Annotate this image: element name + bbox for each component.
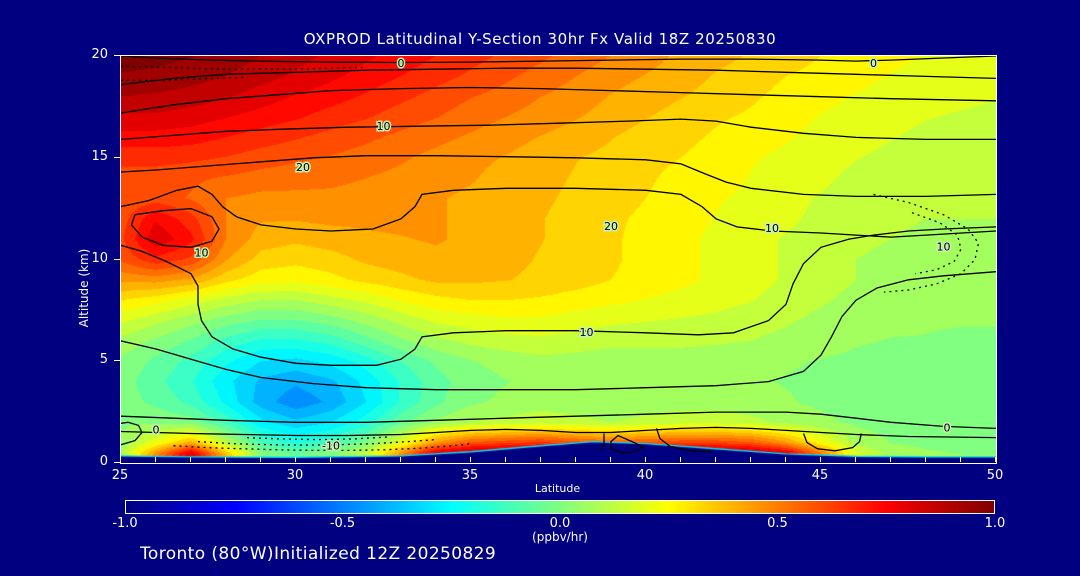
colorbar-tick-label: 1.0 [984,516,1006,531]
y-tick-label: 0 [99,454,108,469]
page-title: OXPROD Latitudinal Y-Section 30hr Fx Val… [303,30,777,48]
colorbar[interactable] [125,500,995,514]
x-minor-tick [855,457,856,462]
contour-line [655,428,713,453]
colorbar-tick-label: -1.0 [112,516,138,531]
contour-label: 20 [604,220,618,233]
contour-line [121,426,996,439]
colorbar-units: (ppbv/hr) [532,530,588,544]
contour-line [121,56,996,64]
contour-line [121,118,996,141]
x-minor-tick [295,457,296,462]
y-tick-mark [114,462,120,463]
contour-label: 10 [377,120,391,133]
contour-label: 0 [870,57,877,70]
x-minor-tick [225,457,226,462]
contour-line [197,438,437,446]
x-minor-tick [365,457,366,462]
x-minor-tick [540,457,541,462]
contour-line [173,443,472,452]
colorbar-gradient [125,500,995,514]
contour-line [121,185,996,238]
x-minor-tick [995,457,996,462]
y-tick-label: 15 [91,148,108,164]
x-axis-label: Latitude [534,482,581,495]
colorbar-tick-label: -0.5 [329,516,356,531]
x-minor-tick [715,457,716,462]
contour-line [121,155,996,198]
contour-line [610,434,644,454]
contour-line [121,226,996,366]
x-minor-tick [785,457,786,462]
y-tick-label: 5 [99,352,108,368]
x-minor-tick [925,457,926,462]
contour-line [873,193,980,293]
contour-line [802,433,862,452]
contour-line [130,207,220,248]
contour-line [246,436,388,441]
x-tick-label: 50 [986,468,1004,483]
contour-line [121,76,244,82]
x-minor-tick [610,457,611,462]
x-minor-tick [400,457,401,462]
contour-line [121,271,996,391]
y-tick-mark [114,258,120,260]
y-tick-mark [114,156,120,158]
contour-label: 0 [398,57,405,70]
x-minor-tick [960,457,961,462]
x-tick-label: 45 [811,468,829,483]
x-minor-tick [470,457,471,462]
contour-label: 20 [296,161,310,174]
x-tick-label: 40 [636,468,654,483]
contour-label: 0 [153,423,160,436]
y-tick-mark [114,55,120,56]
plot-area[interactable]: 0 0 10 20 10 20 10 10 10 0 -10 0 [120,55,997,464]
contour-line [121,67,996,86]
x-minor-tick [750,457,751,462]
contour-label: 10 [937,240,951,253]
y-tick-label: 10 [91,250,108,266]
x-tick-label: 35 [461,468,479,483]
contour-label: -10 [322,440,340,453]
x-minor-tick [680,457,681,462]
x-minor-tick [190,457,191,462]
x-minor-tick [645,457,646,462]
x-tick-label: 25 [111,468,129,483]
contour-label: 0 [944,421,951,434]
x-tick-label: 30 [286,468,304,483]
x-minor-tick [120,457,121,462]
contour-line [121,65,367,70]
contour-label: 10 [765,222,779,235]
y-tick-mark [114,360,120,362]
colorbar-tick-label: 0.0 [549,516,571,531]
colorbar-tick-label: 0.5 [767,516,788,531]
contour-line [121,86,996,114]
x-minor-tick [820,457,821,462]
contour-label: 10 [580,326,594,339]
contour-line [121,421,143,446]
contour-overlay: 0 0 10 20 10 20 10 10 10 0 -10 0 [121,56,996,454]
x-minor-tick [330,457,331,462]
figure-caption: Toronto (80°W)Initialized 12Z 20250829 [140,544,497,564]
contour-line [121,411,996,430]
x-minor-tick [155,457,156,462]
contour-label: 10 [195,246,209,259]
x-minor-tick [575,457,576,462]
x-minor-tick [435,457,436,462]
contour-line [599,433,605,452]
x-minor-tick [890,457,891,462]
x-minor-tick [505,457,506,462]
x-minor-tick [260,457,261,462]
y-tick-label: 20 [91,47,108,62]
